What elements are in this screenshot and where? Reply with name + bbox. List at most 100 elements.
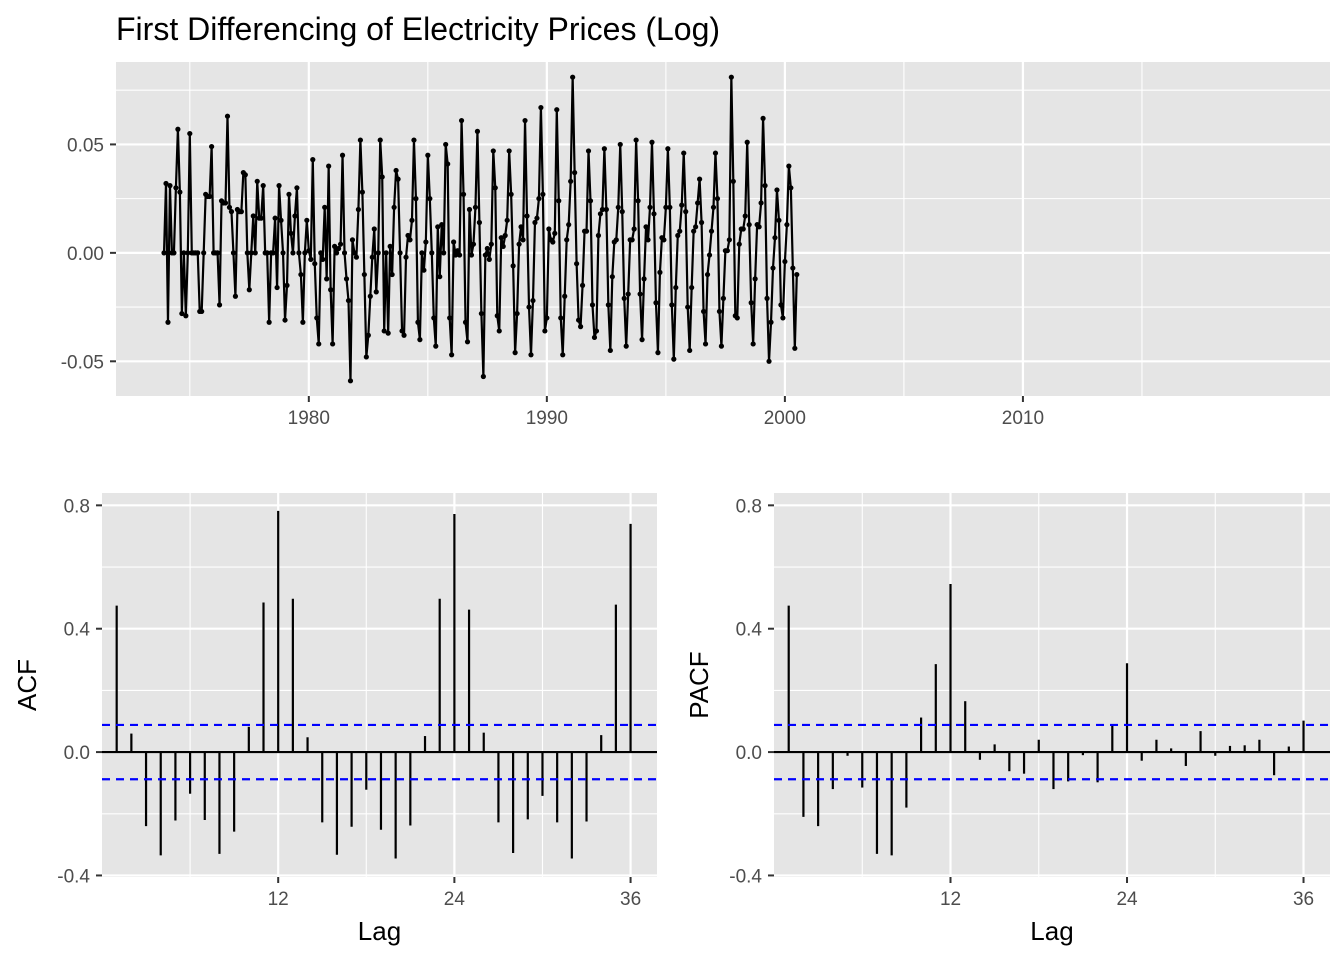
data-point <box>631 226 637 232</box>
data-point <box>437 274 443 280</box>
acf-x-tick-label: 12 <box>268 889 289 910</box>
data-point <box>395 176 401 182</box>
data-point <box>292 213 298 219</box>
pacf-x-tick-label: 24 <box>1116 889 1138 910</box>
data-point <box>280 250 286 256</box>
data-point <box>409 217 415 223</box>
data-point <box>714 196 721 202</box>
data-point <box>516 241 522 247</box>
chart-title: First Differencing of Electricity Prices… <box>116 11 720 47</box>
data-point <box>576 317 582 323</box>
data-point <box>363 354 369 360</box>
data-point <box>413 196 419 202</box>
data-point <box>619 209 625 215</box>
data-point <box>625 291 631 297</box>
data-point <box>270 250 276 256</box>
data-point <box>274 284 280 291</box>
data-point <box>506 148 512 154</box>
data-point <box>538 104 544 111</box>
data-point <box>272 215 278 221</box>
data-point <box>296 250 302 256</box>
time-series-gridlines <box>116 62 1330 396</box>
data-point <box>655 350 661 356</box>
data-point <box>425 152 431 158</box>
data-point <box>546 226 552 232</box>
data-point <box>526 304 532 310</box>
data-point <box>458 117 465 124</box>
data-point <box>433 343 439 349</box>
data-point <box>663 204 669 210</box>
data-point <box>693 224 699 230</box>
data-point <box>264 250 270 256</box>
data-point <box>679 202 685 208</box>
data-point <box>530 297 536 304</box>
data-point <box>258 215 264 221</box>
time-series-x-tick-label: 2010 <box>1002 408 1044 429</box>
acf-axis-ticks: -0.4 0.0 0.4 0.8 12 24 36 <box>57 496 641 910</box>
data-point <box>629 237 635 243</box>
data-point <box>641 276 647 282</box>
data-point <box>589 302 596 308</box>
data-point <box>397 250 403 256</box>
pacf-y-tick-label: -0.4 <box>729 866 762 887</box>
data-point <box>375 250 381 256</box>
data-point <box>770 265 776 271</box>
data-point <box>343 276 350 282</box>
data-point <box>562 293 568 299</box>
data-point <box>454 248 461 254</box>
data-point <box>524 213 530 219</box>
data-point <box>780 315 786 321</box>
pacf-x-tick-label: 36 <box>1293 889 1314 910</box>
data-point <box>683 209 689 215</box>
data-point <box>718 343 725 349</box>
data-point <box>657 269 663 275</box>
data-point <box>486 256 492 262</box>
data-point <box>583 228 590 234</box>
data-point <box>572 170 578 176</box>
data-point <box>470 241 477 247</box>
data-point <box>167 183 173 189</box>
data-point <box>647 204 653 210</box>
data-point <box>175 126 181 132</box>
data-point <box>389 271 395 278</box>
data-point <box>349 237 356 243</box>
data-point <box>244 250 250 256</box>
data-point <box>792 345 798 351</box>
data-point <box>558 315 564 321</box>
data-point <box>605 302 611 308</box>
data-point <box>772 235 778 241</box>
data-point <box>756 224 762 230</box>
pacf-panel: -0.4 0.0 0.4 0.8 12 24 36 Lag PACF <box>684 493 1330 946</box>
data-point <box>427 196 433 202</box>
data-point <box>260 183 266 189</box>
data-point <box>774 187 780 193</box>
data-point <box>308 256 314 262</box>
data-point <box>355 206 362 213</box>
data-point <box>405 232 411 239</box>
data-point <box>577 324 584 330</box>
data-point <box>784 222 790 228</box>
data-point <box>597 211 604 217</box>
time-series-data <box>161 74 800 384</box>
data-point <box>697 176 703 182</box>
data-point <box>278 217 284 223</box>
data-point <box>540 191 546 197</box>
data-point <box>498 235 504 241</box>
data-point <box>314 315 320 321</box>
data-point <box>782 258 788 265</box>
data-point <box>411 137 417 143</box>
data-point <box>661 237 667 243</box>
data-point <box>266 319 272 325</box>
data-point <box>365 332 371 338</box>
time-series-x-tick-label: 1990 <box>526 408 568 429</box>
data-point <box>421 267 427 273</box>
data-point <box>720 295 727 301</box>
data-point <box>702 341 709 347</box>
data-point <box>593 328 600 334</box>
data-point <box>294 185 300 191</box>
data-point <box>675 232 681 239</box>
data-point <box>603 206 609 213</box>
acf-plot-area <box>102 493 657 877</box>
data-point <box>163 180 169 187</box>
